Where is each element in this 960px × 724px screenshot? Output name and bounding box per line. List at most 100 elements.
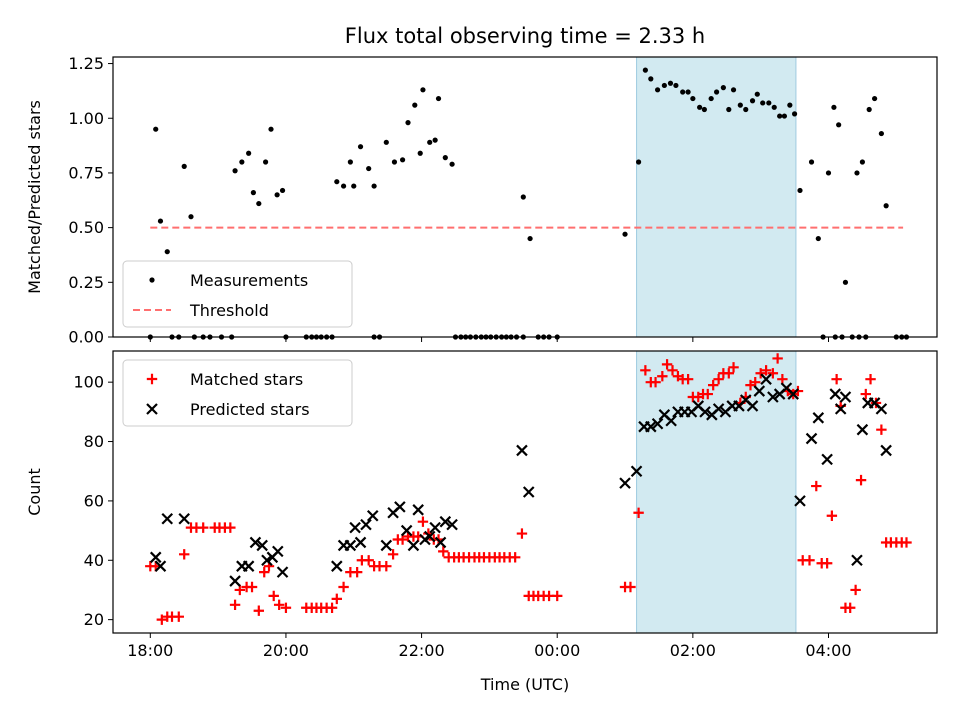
data-point bbox=[667, 80, 674, 86]
data-point bbox=[331, 593, 343, 605]
data-point bbox=[850, 584, 861, 596]
data-point bbox=[522, 486, 535, 498]
legend-marker-handle bbox=[146, 373, 158, 385]
data-point bbox=[812, 412, 825, 424]
y-tick-label: 0.25 bbox=[68, 273, 104, 292]
data-point bbox=[161, 512, 174, 525]
x-tick-label: 04:00 bbox=[805, 641, 851, 660]
data-point bbox=[804, 555, 815, 566]
data-point bbox=[875, 403, 888, 415]
data-point bbox=[246, 581, 258, 593]
data-point bbox=[279, 187, 286, 194]
data-point bbox=[405, 120, 411, 126]
data-point bbox=[619, 477, 631, 489]
data-point bbox=[429, 521, 441, 534]
data-point bbox=[256, 200, 262, 207]
data-point bbox=[767, 368, 779, 379]
data-point bbox=[728, 362, 739, 373]
y-tick-label: 100 bbox=[73, 373, 104, 392]
data-point bbox=[844, 602, 856, 613]
data-point bbox=[439, 515, 452, 528]
series-measurements bbox=[153, 67, 889, 285]
data-point bbox=[787, 388, 800, 400]
data-point bbox=[380, 539, 393, 552]
data-point bbox=[154, 560, 167, 572]
data-point bbox=[878, 130, 884, 137]
data-point bbox=[239, 159, 245, 165]
data-point bbox=[737, 102, 743, 108]
data-point bbox=[839, 391, 852, 403]
data-point bbox=[156, 614, 168, 625]
y-tick-label: 20 bbox=[84, 610, 104, 629]
data-point bbox=[791, 111, 798, 117]
data-point bbox=[760, 100, 766, 106]
y-tick-label: 0.00 bbox=[68, 328, 104, 347]
data-point bbox=[661, 359, 673, 370]
data-point bbox=[449, 161, 455, 167]
data-point bbox=[381, 561, 392, 572]
x-tick-label: 20:00 bbox=[263, 641, 309, 660]
data-point bbox=[344, 539, 357, 552]
data-point bbox=[777, 113, 783, 119]
legend-marker-handle bbox=[149, 277, 155, 283]
data-point bbox=[149, 551, 162, 564]
data-point bbox=[876, 424, 887, 435]
data-point bbox=[516, 528, 528, 539]
data-point bbox=[338, 581, 349, 593]
legend-label: Matched stars bbox=[190, 370, 303, 389]
data-point bbox=[753, 385, 766, 397]
data-point bbox=[808, 159, 815, 165]
data-point bbox=[229, 599, 241, 610]
data-point bbox=[242, 560, 255, 572]
data-point bbox=[842, 279, 849, 285]
data-point bbox=[351, 566, 363, 578]
data-point bbox=[713, 374, 724, 385]
legend-label: Threshold bbox=[189, 301, 269, 320]
data-point bbox=[552, 590, 563, 602]
data-point bbox=[866, 106, 872, 113]
data-point bbox=[723, 368, 734, 379]
bottom-y-axis-label: Count bbox=[25, 468, 44, 516]
data-point bbox=[821, 558, 833, 569]
data-point bbox=[767, 391, 779, 403]
data-point bbox=[707, 379, 719, 391]
data-point bbox=[901, 537, 912, 548]
data-point bbox=[360, 518, 372, 531]
data-point bbox=[645, 420, 657, 433]
data-point bbox=[423, 530, 436, 543]
data-point bbox=[274, 192, 280, 198]
data-point bbox=[412, 504, 424, 516]
y-tick-label: 0.75 bbox=[68, 163, 104, 182]
data-point bbox=[438, 546, 449, 557]
data-point bbox=[387, 549, 399, 560]
y-tick-label: 60 bbox=[84, 491, 104, 510]
data-point bbox=[527, 235, 533, 242]
data-point bbox=[340, 183, 347, 189]
data-point bbox=[276, 566, 289, 578]
data-point bbox=[256, 539, 268, 552]
data-point bbox=[366, 165, 372, 172]
data-point bbox=[273, 599, 285, 610]
bottom-axes-frame bbox=[112, 350, 938, 634]
data-point bbox=[253, 605, 265, 616]
data-point bbox=[720, 85, 726, 91]
data-point bbox=[229, 575, 241, 587]
data-point bbox=[178, 512, 190, 525]
data-point bbox=[787, 102, 793, 108]
x-tick-label: 18:00 bbox=[127, 641, 173, 660]
data-point bbox=[371, 183, 377, 189]
top-panel: 0.00 0.25 0.50 0.75 1.00 1.25 Matched/Predicte… bbox=[25, 54, 938, 347]
data-point bbox=[856, 423, 869, 436]
data-point bbox=[420, 87, 426, 93]
data-point bbox=[250, 190, 256, 196]
data-point bbox=[665, 414, 677, 427]
data-point bbox=[730, 87, 737, 93]
data-point bbox=[685, 89, 691, 95]
y-tick-label: 1.25 bbox=[68, 54, 104, 73]
data-point bbox=[702, 388, 713, 400]
data-point bbox=[859, 159, 865, 165]
data-point bbox=[680, 89, 686, 95]
data-point bbox=[262, 159, 269, 165]
data-point bbox=[520, 194, 526, 200]
